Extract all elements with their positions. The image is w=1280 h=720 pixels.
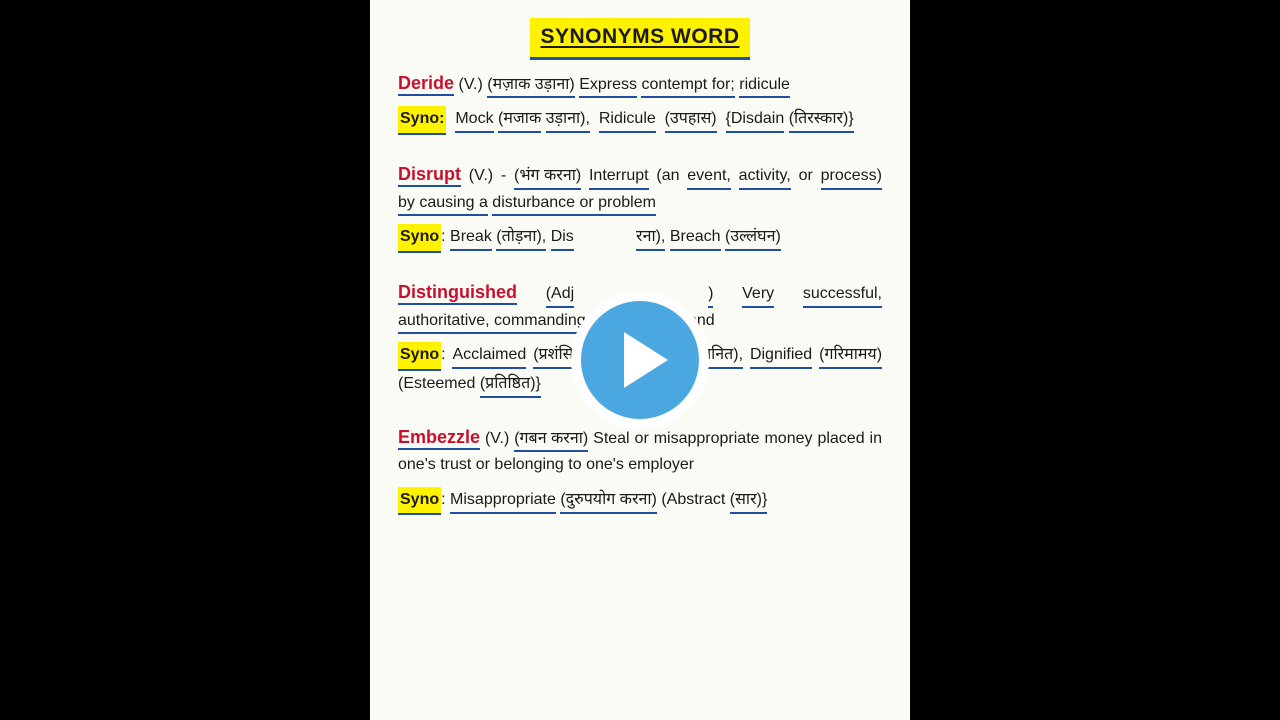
part-of-speech: (V.) (485, 430, 509, 447)
syno-word: (तोड़ना), (496, 227, 546, 251)
syno-word: Mock (455, 109, 493, 133)
headword: Disrupt (398, 164, 461, 188)
syno-word: उड़ाना), (546, 109, 590, 133)
syno-label: Syno (398, 342, 441, 370)
def-word: activity, (739, 166, 791, 190)
colon: : (441, 346, 445, 363)
syno-word: रना), (636, 227, 665, 251)
syno-word: (दुरुपयोग करना) (560, 490, 657, 514)
hindi-gloss: (गबन करना) (514, 429, 588, 453)
syno-word: (मजाक (498, 109, 541, 133)
part-of-speech: (V.) (458, 76, 482, 93)
document-page: SYNONYMS WORD Deride (V.) (मज़ाक उड़ाना)… (370, 0, 910, 720)
def-word: successful, (803, 284, 882, 308)
play-button[interactable] (581, 301, 699, 419)
colon: : (441, 491, 445, 508)
def-word: Very (742, 284, 774, 308)
syno-label: Syno (398, 224, 441, 252)
syno-word: Break (450, 227, 492, 251)
hindi-gloss: (मज़ाक उड़ाना) (487, 75, 574, 99)
headword: Deride (398, 73, 454, 97)
play-icon (624, 332, 668, 388)
def-word: ridicule (739, 75, 790, 99)
syno-word: (तिरस्कार)} (789, 109, 854, 133)
part-of-speech: (Adj (546, 284, 574, 308)
colon: : (441, 228, 445, 245)
def-word: Express (579, 75, 637, 99)
page-title: SYNONYMS WORD (530, 18, 749, 60)
syno-word: Acclaimed (452, 345, 526, 369)
syno-label: Syno (398, 487, 441, 515)
syno-word: Dis (551, 227, 574, 251)
syno-word: {Disdain (726, 109, 785, 133)
title-container: SYNONYMS WORD (398, 18, 882, 60)
part-of-speech: (V.) - (469, 167, 506, 184)
def-word: event, (687, 166, 731, 190)
syno-word: Ridicule (599, 109, 656, 133)
syno-word: (सार)} (730, 490, 768, 514)
syno-word: (प्रतिष्ठित)} (480, 374, 541, 398)
syno-word: Breach (670, 227, 721, 251)
hindi-gloss: (भंग करना) (514, 166, 581, 190)
syno-word: (उपहास) (665, 109, 717, 133)
def-word: disturbance or problem (492, 193, 656, 217)
syno-word: (Esteemed (398, 375, 475, 392)
def-word: Steal or misappropriate money (593, 430, 812, 447)
def-word: contempt for; (641, 75, 734, 99)
hindi-gloss: ) (708, 284, 713, 308)
vocab-entry: Deride (V.) (मज़ाक उड़ाना) Express conte… (398, 72, 882, 135)
def-word: process) (821, 166, 882, 190)
def-word: Interrupt (589, 166, 649, 190)
syno-word: (Abstract (661, 491, 725, 508)
syno-label: Syno: (398, 106, 446, 134)
def-word: (an (656, 167, 679, 184)
syno-word: Misappropriate (450, 490, 556, 514)
vocab-entry: Disrupt (V.) - (भंग करना) Interrupt (an … (398, 163, 882, 253)
vocab-entry: Embezzle (V.) (गबन करना) Steal or misapp… (398, 426, 882, 516)
syno-word: Dignified (750, 345, 812, 369)
headword: Distinguished (398, 282, 517, 306)
syno-word: (उल्लंघन) (725, 227, 781, 251)
def-word: by causing a (398, 193, 488, 217)
def-word: authoritative, commanding (398, 311, 586, 335)
def-word: or (799, 167, 813, 184)
syno-word: (गरिमामय) (819, 345, 882, 369)
headword: Embezzle (398, 427, 480, 451)
